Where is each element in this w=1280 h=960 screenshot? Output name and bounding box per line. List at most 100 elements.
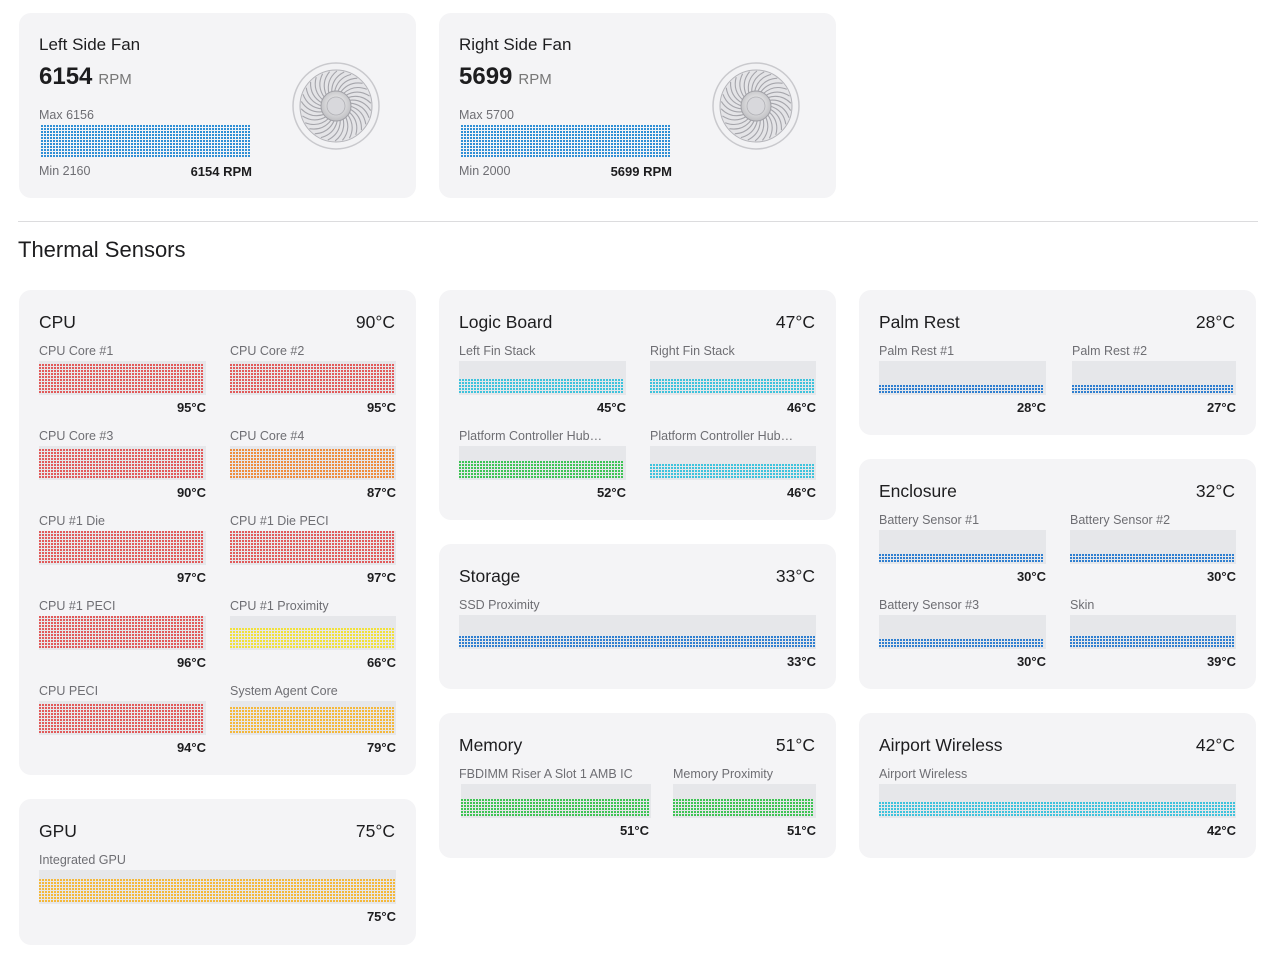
sensor-value: 66°C bbox=[366, 655, 396, 670]
bar-fill bbox=[461, 125, 670, 157]
sensor-label: Battery Sensor #2 bbox=[1070, 513, 1171, 527]
sensor-level-bar bbox=[461, 784, 651, 818]
sensor-level-bar bbox=[650, 446, 816, 480]
sensor-value: 46°C bbox=[786, 485, 816, 500]
card-temperature: 90°C bbox=[355, 312, 395, 332]
sensor-label: CPU #1 Die PECI bbox=[230, 514, 329, 528]
card-temperature: 42°C bbox=[1195, 735, 1235, 755]
sensor-ssd-proximity: SSD Proximity 33°C bbox=[459, 598, 816, 672]
card-title: GPU bbox=[39, 821, 77, 841]
sensor-skin: Skin 39°C bbox=[1070, 598, 1236, 672]
sensor-level-bar bbox=[1070, 530, 1236, 564]
sensor-label: Palm Rest #2 bbox=[1072, 344, 1148, 358]
sensor-value: 27°C bbox=[1206, 400, 1236, 415]
fan-blades bbox=[300, 70, 372, 142]
bar-fill bbox=[459, 636, 815, 647]
sensor-label: Platform Controller Hub… bbox=[459, 429, 603, 443]
card-title: Airport Wireless bbox=[879, 735, 1003, 755]
bar-fill bbox=[39, 449, 203, 478]
sensor-label: CPU #1 PECI bbox=[39, 599, 116, 613]
bar-fill bbox=[459, 461, 623, 478]
sensor-level-bar bbox=[879, 361, 1046, 395]
sensor-right-fin-stack: Right Fin Stack 46°C bbox=[650, 344, 816, 418]
card-title: Memory bbox=[459, 735, 523, 755]
sensor-left-fin-stack: Left Fin Stack 45°C bbox=[459, 344, 626, 418]
bar-fill bbox=[39, 531, 203, 563]
thermal-sensors-heading: Thermal Sensors bbox=[18, 237, 186, 262]
sensor-level-bar bbox=[673, 784, 816, 818]
sensor-label: Battery Sensor #3 bbox=[879, 598, 980, 612]
sensor-system-agent-core: System Agent Core 79°C bbox=[230, 684, 396, 758]
fan-max-label: Max 6156 bbox=[39, 108, 94, 122]
sensor-value: 30°C bbox=[1016, 654, 1046, 669]
sensor-level-bar bbox=[459, 361, 626, 395]
sensor-integrated-gpu: Integrated GPU 75°C bbox=[39, 853, 396, 927]
memory-card: Memory 51°C FBDIMM Riser A Slot 1 AMB IC… bbox=[439, 713, 836, 858]
sensor-value: 97°C bbox=[366, 570, 396, 585]
bar-fill bbox=[230, 628, 394, 648]
sensor-value: 97°C bbox=[176, 570, 206, 585]
sensor-label: CPU PECI bbox=[39, 684, 99, 698]
sensor-level-bar bbox=[39, 870, 396, 904]
bar-fill bbox=[230, 449, 394, 478]
fan-blades bbox=[720, 70, 792, 142]
card-temperature: 47°C bbox=[775, 312, 815, 332]
bar-fill bbox=[39, 879, 395, 902]
fan-current-label: 5699 RPM bbox=[610, 164, 672, 179]
right-fan-card: Right Side Fan 5699 RPM Max 5700 Min 2000… bbox=[439, 13, 836, 198]
sensor-level-bar bbox=[39, 701, 206, 735]
sensor-value: 90°C bbox=[176, 485, 206, 500]
fan-min-label: Min 2000 bbox=[459, 164, 511, 178]
bar-fill bbox=[650, 464, 814, 478]
gpu-card: GPU 75°C Integrated GPU 75°C bbox=[19, 799, 416, 945]
fan-icon bbox=[292, 62, 380, 150]
fan-rpm: 5699 RPM bbox=[459, 63, 552, 91]
storage-card: Storage 33°C SSD Proximity 33°C bbox=[439, 544, 836, 689]
sensor-label: CPU #1 Proximity bbox=[230, 599, 329, 613]
bar-fill bbox=[230, 707, 394, 733]
sensor-value: 28°C bbox=[1016, 400, 1046, 415]
sensor-level-bar bbox=[230, 616, 396, 650]
sensor-level-bar bbox=[230, 361, 396, 395]
sensor-value: 87°C bbox=[366, 485, 396, 500]
sensor-level-bar bbox=[230, 701, 396, 735]
sensor-value: 51°C bbox=[786, 823, 816, 838]
sensor-value: 42°C bbox=[1206, 823, 1236, 838]
sensor-level-bar bbox=[879, 530, 1046, 564]
sensor-level-bar bbox=[1070, 615, 1236, 649]
sensor-value: 30°C bbox=[1206, 569, 1236, 584]
fan-rpm: 6154 RPM bbox=[39, 63, 132, 91]
fan-title: Left Side Fan bbox=[39, 35, 141, 54]
sensor-value: 51°C bbox=[619, 823, 649, 838]
sensor-level-bar bbox=[1072, 361, 1236, 395]
card-title: CPU bbox=[39, 312, 76, 332]
sensor-label: Skin bbox=[1070, 598, 1095, 612]
sensor-airport-wireless: Airport Wireless 42°C bbox=[879, 767, 1236, 841]
sensor-value: 30°C bbox=[1016, 569, 1046, 584]
sensor-level-bar bbox=[39, 531, 206, 565]
sensor-label: Memory Proximity bbox=[673, 767, 774, 781]
sensor-level-bar bbox=[230, 531, 396, 565]
fan-speed-bar bbox=[41, 125, 250, 157]
sensor-value: 96°C bbox=[176, 655, 206, 670]
sensor-palm-rest-1: Palm Rest #1 28°C bbox=[879, 344, 1046, 418]
sensor-battery-2: Battery Sensor #2 30°C bbox=[1070, 513, 1236, 587]
fan-rpm-unit: RPM bbox=[98, 71, 132, 88]
bar-fill bbox=[39, 364, 203, 393]
bar-fill bbox=[459, 379, 623, 393]
bar-fill bbox=[1070, 636, 1234, 647]
sensor-label: FBDIMM Riser A Slot 1 AMB IC bbox=[459, 767, 633, 781]
sensor-palm-rest-2: Palm Rest #2 27°C bbox=[1072, 344, 1236, 418]
card-temperature: 75°C bbox=[355, 821, 395, 841]
sensor-label: Left Fin Stack bbox=[459, 344, 536, 358]
sensor-cpu-1-die: CPU #1 Die 97°C bbox=[39, 514, 206, 588]
sensor-level-bar bbox=[230, 446, 396, 480]
sensor-cpu-1-peci: CPU #1 PECI 96°C bbox=[39, 599, 206, 673]
sensor-value: 75°C bbox=[366, 909, 396, 924]
bar-fill bbox=[230, 531, 394, 563]
card-title: Palm Rest bbox=[879, 312, 960, 332]
bar-fill bbox=[1072, 385, 1233, 393]
sensor-value: 39°C bbox=[1206, 654, 1236, 669]
sensor-cpu-1-die-peci: CPU #1 Die PECI 97°C bbox=[230, 514, 396, 588]
sensor-label: Integrated GPU bbox=[39, 853, 126, 867]
